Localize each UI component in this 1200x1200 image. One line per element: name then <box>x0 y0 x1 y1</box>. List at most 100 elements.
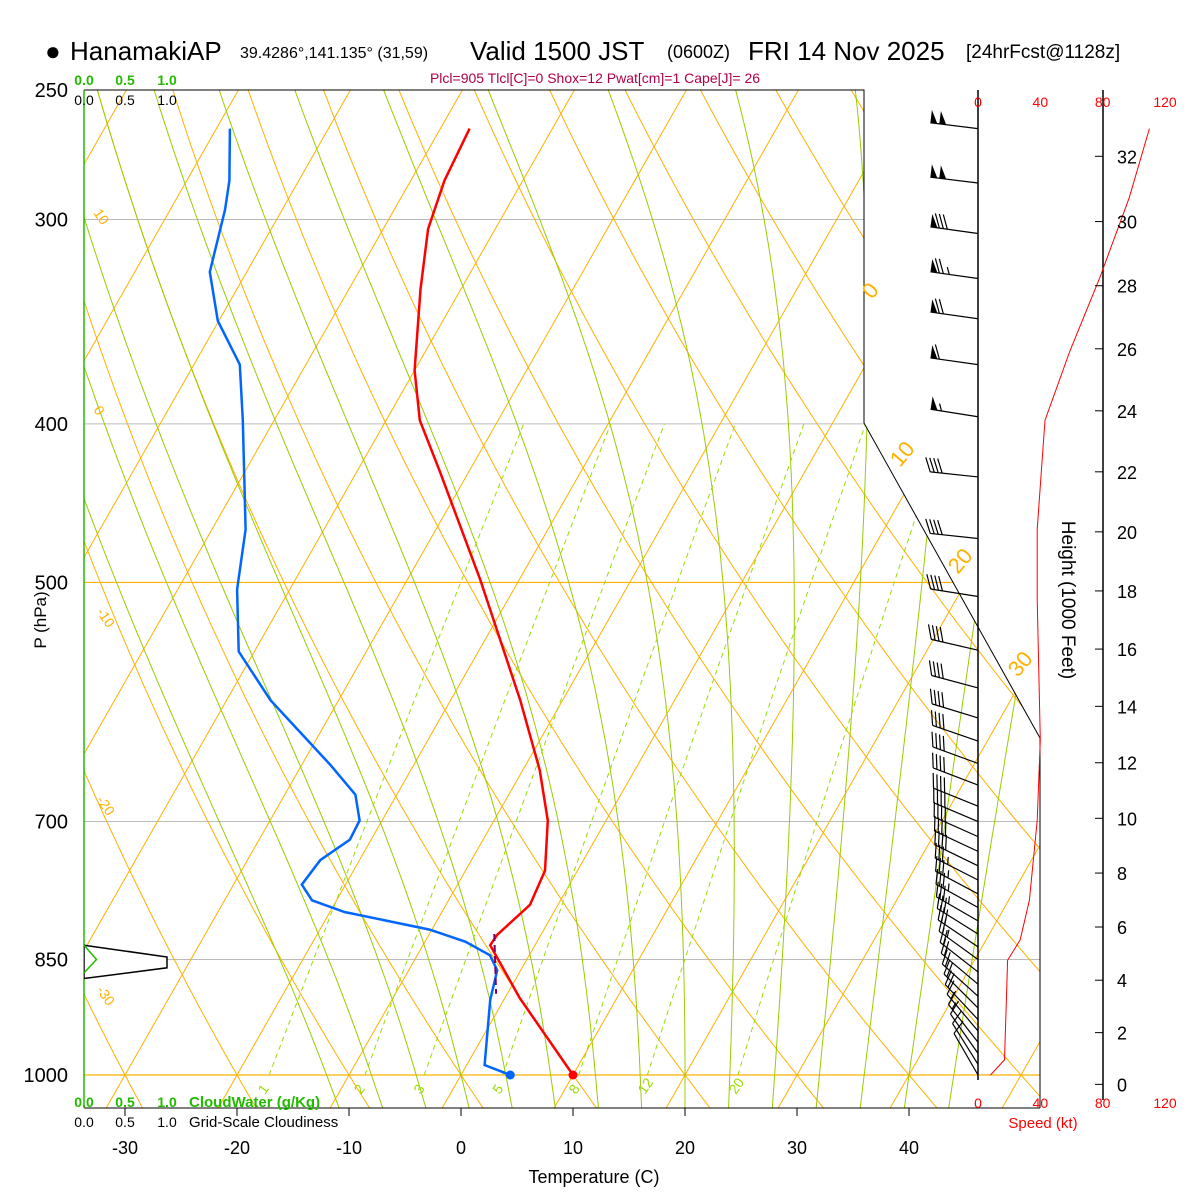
moist-adiabat-line <box>209 90 557 1108</box>
barb-feather <box>938 258 944 274</box>
isotherm-line <box>0 90 15 1108</box>
barb-feather <box>930 408 979 418</box>
y-axis-title: P (hPa) <box>31 591 50 648</box>
pressure-tick-label: 300 <box>35 209 68 231</box>
wind-barb <box>933 787 979 823</box>
temperature-tick-label: 30 <box>787 1138 807 1158</box>
surface-dewpoint-point <box>505 1070 515 1080</box>
mixing-ratio-line <box>268 423 525 1076</box>
plot-border <box>84 89 1041 1108</box>
barb-feather <box>930 311 979 320</box>
barb-feather <box>945 834 947 851</box>
speed-axis-title: Speed (kt) <box>1008 1115 1077 1132</box>
moist-adiabat-line <box>84 90 343 1108</box>
mixing-ratio-label: 2 <box>350 1081 368 1097</box>
barb-feather <box>930 226 979 235</box>
isotherm-label: -10 <box>94 605 119 631</box>
isotherm-line <box>217 90 799 1108</box>
wind-barb <box>933 815 979 852</box>
speed-tick-label-top: 40 <box>1033 94 1049 110</box>
wind-barb <box>932 752 979 786</box>
barb-feather <box>940 938 947 954</box>
barb-feather <box>941 692 945 708</box>
barb-pennant <box>930 345 938 359</box>
barb-feather <box>937 458 943 474</box>
mixing-ratio-label: 20 <box>725 1075 747 1097</box>
profiles <box>84 128 578 1080</box>
surface-temperature-point <box>568 1070 578 1080</box>
dry-adiabat-line <box>84 90 262 1108</box>
height-tick-label: 6 <box>1117 918 1127 938</box>
wind-barb <box>947 990 979 1043</box>
mixing-ratio-label: 5 <box>489 1081 507 1097</box>
dry-adiabat-line <box>84 90 148 1108</box>
barb-feather <box>938 575 944 592</box>
barb-feather <box>939 626 944 643</box>
barb-feather <box>935 856 938 872</box>
dry-adiabat-line <box>1132 61 1200 1117</box>
wind-barb <box>934 829 979 867</box>
barb-feather <box>931 731 934 748</box>
barb-feather <box>942 872 946 889</box>
plot-frame <box>83 89 1104 1109</box>
barb-feather <box>935 869 939 885</box>
barb-feather <box>935 754 938 770</box>
isotherm-line <box>889 90 1040 1108</box>
barb-feather <box>933 519 939 535</box>
barb-feather <box>947 990 957 1005</box>
barb-feather <box>934 842 937 859</box>
temperature-tick-label: 20 <box>675 1138 695 1158</box>
cloudiness-scale-bottom: 1.0 <box>157 1114 177 1130</box>
barb-feather <box>939 403 943 412</box>
barb-feather <box>935 881 939 897</box>
wind-barb <box>930 109 979 130</box>
height-tick-label: 26 <box>1117 340 1137 360</box>
height-tick-label: 16 <box>1117 640 1137 660</box>
wind-barb <box>930 258 979 280</box>
moist-adiabat-line <box>84 90 386 1108</box>
wind-barb <box>927 624 979 651</box>
moist-adiabat-line <box>946 90 1040 1108</box>
wind-speed-line <box>990 128 1150 1076</box>
barb-feather <box>933 787 979 807</box>
barb-feather <box>946 929 950 938</box>
barb-feather <box>946 993 979 1032</box>
mixing-ratio-line <box>646 423 867 1076</box>
cloud-water-profile <box>84 944 98 974</box>
barb-feather <box>930 471 979 478</box>
barb-feather <box>927 624 932 640</box>
barb-feather <box>943 973 979 1009</box>
temperature-tick-label: 10 <box>563 1138 583 1158</box>
barb-feather <box>933 458 939 473</box>
wind-barb <box>929 688 979 719</box>
stability-indices: Plcl=905 Tlcl[C]=0 Shox=12 Pwat[cm]=1 Ca… <box>430 70 760 86</box>
cloudiness-scale-top: 0.0 <box>74 92 94 108</box>
height-tick-label: 8 <box>1117 864 1127 884</box>
wind-barb <box>928 660 979 689</box>
dry-adiabat-line <box>386 90 1040 1108</box>
barb-feather <box>931 674 979 689</box>
dry-adiabat-line <box>0 61 33 1117</box>
isotherm-label: 10 <box>91 206 113 228</box>
isotherm-line <box>105 90 687 1108</box>
wind-barb <box>940 938 979 985</box>
height-tick-label: 20 <box>1117 523 1137 543</box>
cloudwater-scale-bottom: 1.0 <box>157 1094 177 1110</box>
barb-feather <box>940 895 944 911</box>
barb-feather <box>941 949 948 965</box>
axis-labels: 1 2 3 5 8 12 20100-10-20-300102030250300400500… <box>24 72 1177 1158</box>
barb-feather <box>934 711 937 727</box>
barb-feather <box>939 883 943 899</box>
dry-adiabat-line <box>982 90 1040 1108</box>
barb-feather <box>947 883 950 892</box>
moist-adiabat-line <box>727 90 795 1108</box>
barb-feather <box>944 970 952 985</box>
barb-feather <box>941 846 944 862</box>
height-tick-label: 14 <box>1117 697 1137 717</box>
cloudiness-scale-top: 0.5 <box>115 92 135 108</box>
barb-feather <box>930 574 936 590</box>
barb-pennant <box>939 165 947 180</box>
pressure-tick-label: 700 <box>35 812 68 834</box>
barb-pennant <box>930 164 938 178</box>
dry-adiabat-line <box>610 90 1040 1108</box>
